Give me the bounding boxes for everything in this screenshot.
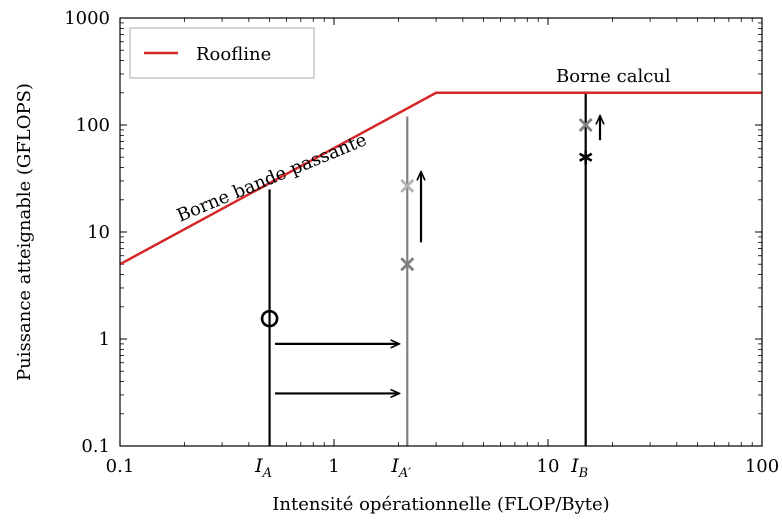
x-label-I_A: IA: [254, 455, 272, 481]
series-layer: [119, 91, 762, 446]
x-label-subscript: B: [578, 466, 589, 481]
x-label-subscript: A: [262, 466, 272, 481]
y-tick-label: 10: [87, 222, 110, 243]
plot-frame: [119, 17, 763, 447]
marker-x-stroke: [400, 257, 415, 272]
marker-star-stroke: [578, 152, 593, 162]
y-tick-label: 100: [76, 115, 110, 136]
x-tick-label: 10: [537, 456, 560, 477]
bandwidth-bound-label: Borne bande passante: [174, 129, 370, 226]
marker-x-A-prime-high: [400, 178, 415, 193]
marker-circle: [260, 309, 279, 328]
legend-label-roofline: Roofline: [196, 44, 271, 65]
marker-x-stroke: [400, 178, 415, 193]
marker-x-B-high: [578, 118, 593, 132]
marker-x-stroke: [578, 118, 593, 132]
x-label-I_B: IB: [570, 455, 588, 481]
x-tick-label: 1: [328, 456, 339, 477]
series-roofline: [119, 91, 762, 266]
x-axis-label: Intensité opérationnelle (FLOP/Byte): [272, 494, 609, 515]
y-tick-label: 0.1: [81, 436, 110, 457]
x-tick-label: 100: [745, 456, 779, 477]
y-tick-label: 1000: [64, 8, 110, 29]
marker-circle-A: [260, 309, 279, 328]
legend: Roofline: [129, 27, 315, 79]
y-axis-label: Puissance atteignable (GFLOPS): [14, 83, 35, 381]
tick-layer: 0.1 1 10 100 0.1 1 10 100 1000 IA IA′ IB: [64, 8, 779, 481]
y-tick-label: 1: [99, 329, 110, 350]
marker-layer: [260, 117, 600, 394]
marker-x-A-prime-low: [400, 257, 415, 272]
marker-star-B: [578, 150, 593, 165]
x-label-I_A': IA′: [390, 455, 411, 481]
compute-bound-label: Borne calcul: [556, 66, 671, 87]
x-tick-label: 0.1: [106, 456, 135, 477]
x-label-subscript: A′: [398, 466, 411, 481]
